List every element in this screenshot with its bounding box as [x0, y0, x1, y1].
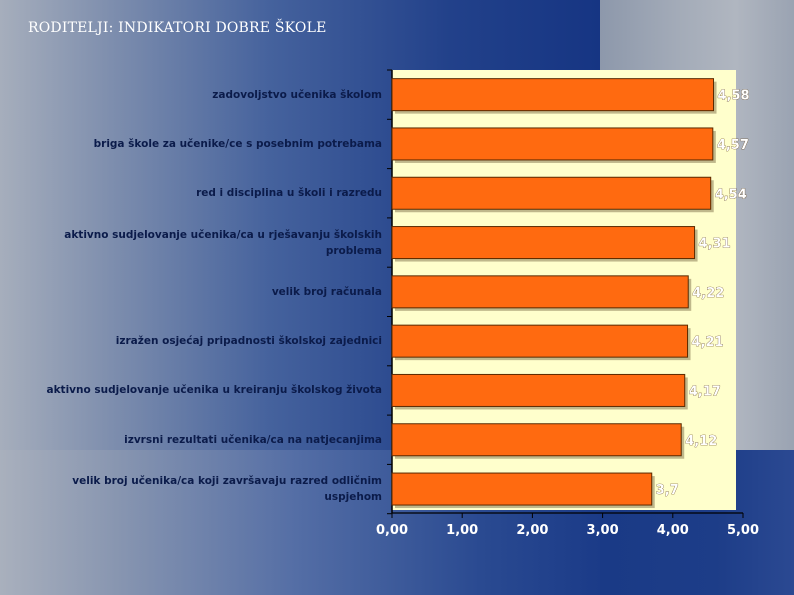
category-label: aktivno sudjelovanje učenika u kreiranju…	[46, 384, 382, 397]
bar	[391, 423, 682, 457]
x-tick-label: 0,00	[376, 523, 408, 538]
x-tick-label: 4,00	[657, 523, 689, 538]
category-label: velik broj učenika/ca koji završavaju ra…	[72, 475, 382, 504]
bar	[391, 373, 686, 407]
data-label: 4,22	[692, 286, 724, 301]
category-label: velik broj računala	[271, 285, 382, 298]
bar	[391, 226, 696, 260]
bar	[391, 324, 689, 358]
category-label: izvrsni rezultati učenika/ca na natjecan…	[124, 433, 382, 446]
bar	[391, 127, 714, 161]
bar	[391, 176, 712, 210]
x-tick-label: 1,00	[446, 523, 478, 538]
category-label: aktivno sudjelovanje učenika/ca u rješav…	[64, 228, 382, 257]
data-label: 4,12	[685, 434, 717, 449]
category-label: briga škole za učenike/ce s posebnim pot…	[93, 137, 382, 150]
bar	[391, 78, 715, 112]
data-label: 4,57	[717, 138, 749, 153]
category-label: red i disciplina u školi i razredu	[196, 187, 382, 200]
bar	[391, 275, 689, 309]
data-label: 4,31	[699, 237, 731, 252]
category-label: izražen osjećaj pripadnosti školskoj zaj…	[115, 335, 382, 348]
data-label: 4,54	[715, 187, 747, 202]
data-label: 4,58	[718, 89, 750, 104]
data-label: 4,17	[689, 384, 721, 399]
x-tick-label: 5,00	[727, 523, 759, 538]
data-label: 3,7	[656, 483, 679, 498]
category-label: zadovoljstvo učenika školom	[212, 88, 382, 101]
x-tick-label: 2,00	[516, 523, 548, 538]
data-label: 4,21	[692, 335, 724, 350]
slide-title: RODITELJI: INDIKATORI DOBRE ŠKOLE	[28, 20, 327, 36]
bar	[391, 472, 653, 506]
x-tick-label: 3,00	[587, 523, 619, 538]
